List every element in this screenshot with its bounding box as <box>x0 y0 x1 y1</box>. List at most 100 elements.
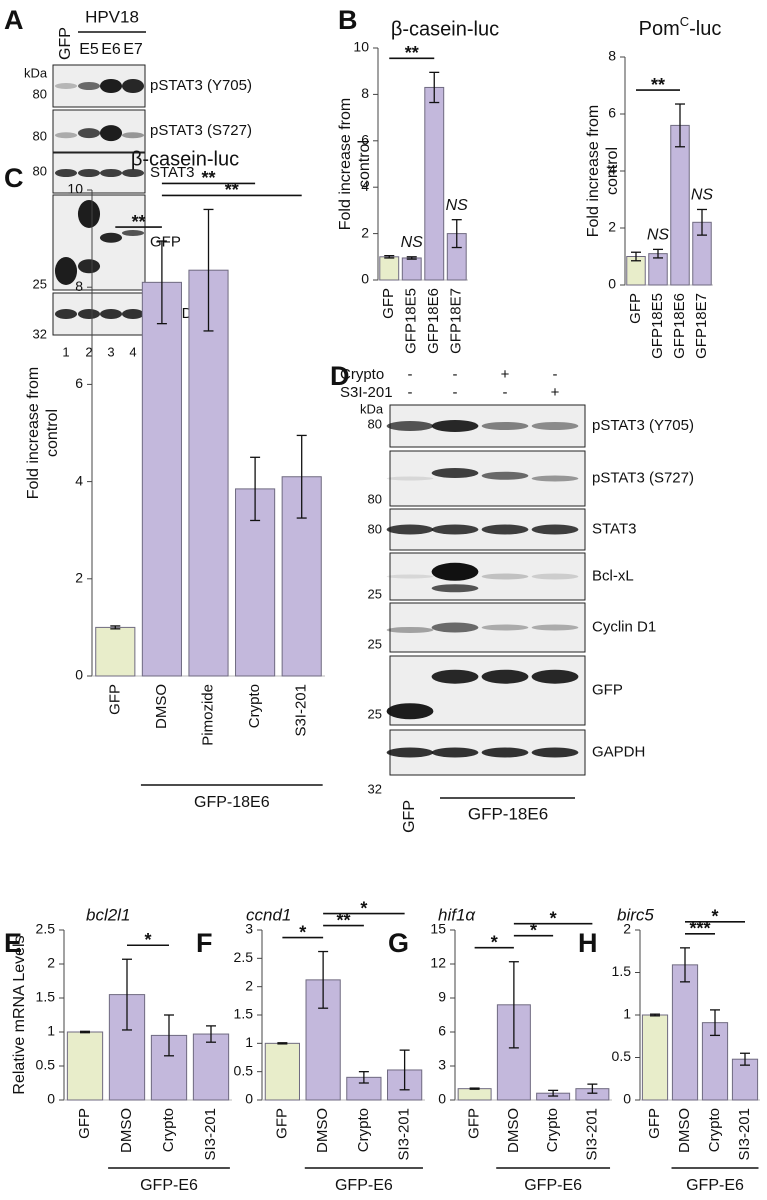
lane-label: E5 <box>79 41 99 58</box>
treatment-sign: - <box>553 366 558 383</box>
x-tick-label: GFP <box>466 1108 483 1139</box>
blot-band <box>431 468 479 478</box>
x-tick-label: Crypto <box>706 1108 723 1152</box>
lane-label: E7 <box>123 41 143 58</box>
blot-label: pSTAT3 (Y705) <box>150 77 252 94</box>
y-tick-label: 2 <box>75 570 83 586</box>
y-tick-label: 0 <box>623 1091 631 1107</box>
blot-band <box>77 309 101 319</box>
treatment-label: Crypto <box>340 366 384 383</box>
marker-label: 80 <box>33 86 47 101</box>
y-tick-label: 4 <box>361 178 369 194</box>
bar <box>192 1033 230 1101</box>
blot-band <box>481 624 529 631</box>
blot-band <box>531 422 579 430</box>
y-tick-label: 2 <box>245 977 253 993</box>
y-tick-label: 8 <box>75 278 83 294</box>
y-tick-label: 6 <box>75 375 83 391</box>
x-tick-label: DMSO <box>118 1108 135 1153</box>
marker-label: 32 <box>368 781 382 796</box>
y-tick-label: 1.5 <box>234 1006 254 1022</box>
lane-number: 4 <box>129 344 136 359</box>
blot-label: pSTAT3 (Y705) <box>592 417 694 434</box>
x-tick-label: GFP <box>76 1108 93 1139</box>
group-label: HPV18 <box>85 7 139 26</box>
x-tick-label: GFP18E6 <box>425 288 442 354</box>
treatment-label: S3I-201 <box>340 384 393 401</box>
treatment-sign: + <box>551 384 560 401</box>
y-tick-label: 0 <box>75 667 83 683</box>
y-tick-label: 3 <box>438 1057 446 1073</box>
y-tick-label: 6 <box>438 1023 446 1039</box>
blot-band <box>431 420 479 432</box>
panel-letter: G <box>388 928 409 958</box>
blot-band <box>54 257 78 285</box>
group-label: GFP-E6 <box>140 1177 198 1194</box>
blot-label: STAT3 <box>150 164 194 181</box>
significance-label: ** <box>132 212 146 232</box>
marker-label: 32 <box>33 326 47 341</box>
blot-band <box>481 422 529 430</box>
blot-band <box>77 169 101 177</box>
y-tick-label: 6 <box>608 105 616 121</box>
blot-band <box>386 524 434 535</box>
y-tick-label: 15 <box>430 921 446 937</box>
blot-band <box>54 132 78 139</box>
blot-band <box>54 83 78 89</box>
y-tick-label: 2.5 <box>234 949 254 965</box>
ns-label: NS <box>691 187 714 204</box>
y-tick-label: 8 <box>608 48 616 64</box>
blot-band <box>99 79 123 93</box>
bar <box>731 1058 759 1101</box>
blot-label: pSTAT3 (S727) <box>150 122 252 139</box>
blot-band <box>531 573 579 580</box>
y-tick-label: 6 <box>361 132 369 148</box>
blot-label: Bcl-xL <box>592 567 634 584</box>
y-axis-label: Relative mRNA Levels <box>11 935 28 1094</box>
blot-band <box>77 128 101 139</box>
y-tick-label: 1 <box>623 1006 631 1022</box>
marker-label: 80 <box>33 128 47 143</box>
x-tick-label: GFP18E7 <box>693 293 710 359</box>
significance-label: ** <box>651 75 665 95</box>
blot-band <box>481 471 529 480</box>
x-tick-label: Pimozide <box>199 684 216 746</box>
y-tick-label: 1.5 <box>612 963 632 979</box>
blot-strip <box>389 552 586 601</box>
treatment-sign: - <box>453 384 458 401</box>
marker-label: 25 <box>368 636 382 651</box>
y-tick-label: 8 <box>361 85 369 101</box>
x-tick-label: DMSO <box>676 1108 693 1153</box>
x-tick-label: GFP18E5 <box>649 293 666 359</box>
y-axis-label: Fold increase from <box>585 105 602 238</box>
y-tick-label: 0.5 <box>612 1048 632 1064</box>
bar <box>670 124 690 286</box>
significance-label: * <box>144 930 151 950</box>
blot-band <box>77 259 101 274</box>
significance-label: * <box>491 932 498 952</box>
group-label: GFP-E6 <box>686 1177 744 1194</box>
treatment-sign: - <box>408 384 413 401</box>
x-tick-label: Crypto <box>246 684 263 728</box>
significance-label: * <box>550 908 557 928</box>
panel-letter: F <box>196 928 213 958</box>
chart-title: β-casein-luc <box>391 18 499 40</box>
significance-label: ** <box>336 910 350 930</box>
significance-label: *** <box>689 919 710 939</box>
bar <box>641 1014 669 1101</box>
y-tick-label: 4 <box>75 472 83 488</box>
treatment-sign: - <box>408 366 413 383</box>
control-label: GFP <box>401 800 418 833</box>
kda-label: kDa <box>24 65 48 80</box>
panel-letter: D <box>330 361 350 391</box>
x-tick-label: GFP18E5 <box>403 288 420 354</box>
blot-band <box>431 562 479 581</box>
y-tick-label: 12 <box>430 955 446 971</box>
bar <box>671 964 699 1101</box>
significance-label: * <box>360 898 367 918</box>
y-tick-label: 10 <box>67 181 83 197</box>
blot-band <box>121 132 145 139</box>
blot-band <box>121 79 145 93</box>
panel-letter: A <box>4 5 24 35</box>
marker-label: 25 <box>368 586 382 601</box>
